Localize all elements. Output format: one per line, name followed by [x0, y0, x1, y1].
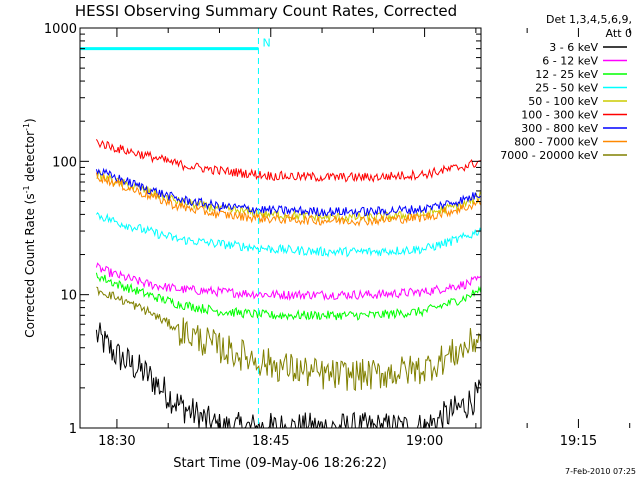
x-tick-label: 19:15	[560, 434, 597, 449]
legend-label: 50 - 100 keV	[528, 95, 598, 108]
y-axis-label-end: )	[23, 118, 37, 123]
legend-label: 6 - 12 keV	[542, 55, 598, 68]
y-axis-label-sup2: -1	[22, 123, 31, 131]
plot-lines	[95, 139, 481, 428]
series-line	[96, 286, 481, 392]
y-tick-label: 1	[69, 422, 77, 437]
legend-label: 7000 - 20000 keV	[500, 149, 598, 162]
y-axis-label: Corrected Count Rate (s-1 detector-1)	[22, 118, 37, 337]
legend-label: 300 - 800 keV	[521, 122, 598, 135]
y-axis-label-sup1: -1	[22, 185, 31, 193]
series-line	[95, 139, 481, 183]
legend-header-line1: Det 1,3,4,5,6,9,	[546, 13, 632, 26]
series-line	[95, 322, 481, 428]
series-line	[95, 262, 481, 302]
legend-label: 25 - 50 keV	[535, 82, 598, 95]
legend-label: 100 - 300 keV	[521, 109, 598, 122]
chart-title: HESSI Observing Summary Count Rates, Cor…	[75, 2, 457, 20]
annotations: NS	[80, 28, 271, 428]
plot-frame	[79, 27, 482, 429]
legend-header-line2: Att 0	[606, 27, 632, 40]
y-axis: 1 10 100 1000	[44, 22, 481, 437]
legend-label: 12 - 25 keV	[535, 68, 598, 81]
y-axis-label-mid: detector	[23, 131, 37, 186]
x-tick-label: 18:45	[252, 434, 289, 449]
footer-timestamp: 7-Feb-2010 07:25	[565, 467, 636, 476]
legend-label: 800 - 7000 keV	[514, 136, 598, 149]
series-line	[95, 211, 481, 258]
y-tick-label: 10	[60, 289, 77, 304]
series-line	[95, 167, 481, 218]
y-tick-label: 1000	[44, 22, 77, 37]
legend-label: 3 - 6 keV	[549, 41, 598, 54]
annotation-label: N	[262, 37, 270, 50]
series-line	[95, 272, 481, 321]
x-tick-label: 19:00	[406, 434, 443, 449]
x-tick-label: 18:30	[98, 434, 135, 449]
x-axis-label: Start Time (09-May-06 18:26:22)	[173, 456, 387, 471]
y-axis-label-main: Corrected Count Rate (s	[23, 193, 37, 337]
series-line	[95, 172, 481, 227]
y-tick-label: 100	[52, 155, 77, 170]
